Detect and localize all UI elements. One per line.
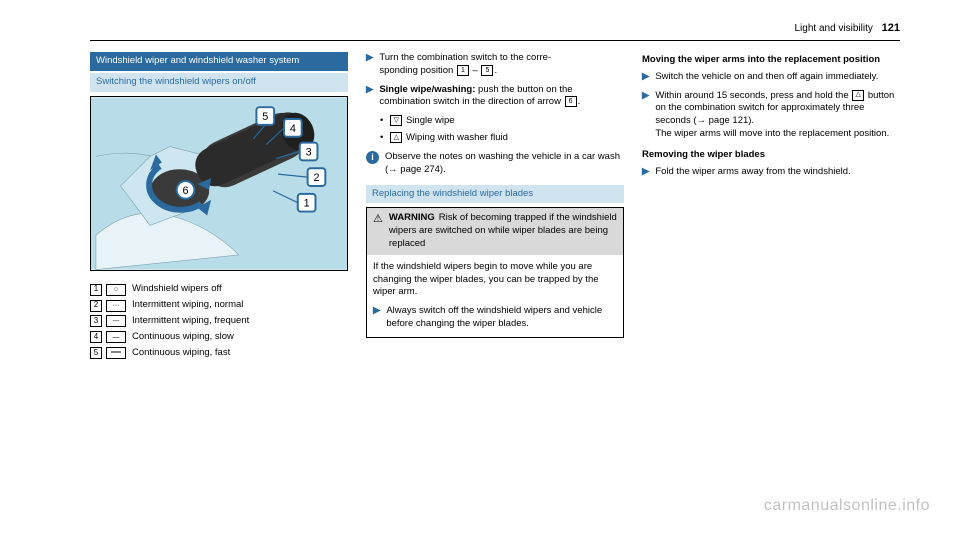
step-fold-arms-text: Fold the wiper arms away from the windsh… bbox=[655, 166, 850, 179]
warning-step-text: Always switch off the windshield wipers … bbox=[386, 305, 617, 331]
step-switch-on-off-text: Switch the vehicle on and then off again… bbox=[655, 71, 878, 84]
legend-text-2: Intermittent wiping, normal bbox=[132, 299, 243, 312]
warning-step: ▶ Always switch off the windshield wiper… bbox=[373, 305, 617, 331]
wipe-up-icon: △ bbox=[390, 132, 402, 143]
page-header: Light and visibility 121 bbox=[794, 22, 900, 34]
section-title-switching: Switching the windshield wipers on/off bbox=[90, 73, 348, 92]
bullet-washer: • △ Wiping with washer fluid bbox=[380, 132, 624, 145]
svg-text:5: 5 bbox=[262, 111, 268, 123]
step-fold-arms: ▶ Fold the wiper arms away from the wind… bbox=[642, 166, 900, 179]
header-rule bbox=[90, 40, 900, 41]
section-title-wiper-system: Windshield wiper and windshield washer s… bbox=[90, 52, 348, 71]
wiper-stalk-diagram: 6 1 2 3 4 5 bbox=[90, 96, 348, 271]
legend-row-5: 5 ══ Continuous wiping, fast bbox=[90, 347, 348, 360]
legend-sym-3: --- bbox=[106, 315, 126, 327]
content-columns: Windshield wiper and windshield washer s… bbox=[90, 52, 900, 363]
legend-text-4: Continuous wiping, slow bbox=[132, 331, 234, 344]
legend-row-1: 1 ○ Windshield wipers off bbox=[90, 283, 348, 296]
legend-text-1: Windshield wipers off bbox=[132, 283, 222, 296]
warning-icon: ⚠ bbox=[373, 212, 383, 250]
bullet-single-wipe: • ▽ Single wipe bbox=[380, 115, 624, 128]
arrow-icon: ▶ bbox=[642, 71, 649, 84]
step-switch-on-off: ▶ Switch the vehicle on and then off aga… bbox=[642, 71, 900, 84]
arrow-icon: ▶ bbox=[373, 305, 380, 331]
legend-sym-4: — bbox=[106, 331, 126, 343]
bullet-dot: • bbox=[380, 115, 383, 128]
step-single-wipe-text: Single wipe/washing: push the button on … bbox=[379, 84, 624, 110]
warning-body-text: If the windshield wipers begin to move w… bbox=[373, 261, 617, 299]
arrow-icon: ▶ bbox=[366, 84, 373, 110]
info-text: Observe the notes on washing the vehicle… bbox=[385, 151, 624, 177]
legend-num-5: 5 bbox=[90, 347, 102, 359]
legend: 1 ○ Windshield wipers off 2 ··· Intermit… bbox=[90, 283, 348, 359]
arrow-icon: ▶ bbox=[642, 166, 649, 179]
warning-body: If the windshield wipers begin to move w… bbox=[367, 255, 623, 337]
ref-box-6: 6 bbox=[565, 96, 577, 107]
page-number: 121 bbox=[882, 22, 900, 34]
svg-text:2: 2 bbox=[313, 172, 319, 184]
step-hold-button: ▶ Within around 15 seconds, press and ho… bbox=[642, 90, 900, 141]
column-1: Windshield wiper and windshield washer s… bbox=[90, 52, 348, 363]
svg-text:1: 1 bbox=[304, 197, 310, 209]
legend-row-4: 4 — Continuous wiping, slow bbox=[90, 331, 348, 344]
step-turn-switch: ▶ Turn the combination switch to the cor… bbox=[366, 52, 624, 78]
legend-sym-5: ══ bbox=[106, 347, 126, 359]
legend-num-2: 2 bbox=[90, 300, 102, 312]
section-name: Light and visibility bbox=[794, 23, 872, 34]
warning-label: WARNING bbox=[389, 212, 435, 223]
section-title-replacing: Replacing the windshield wiper blades bbox=[366, 185, 624, 204]
bullet-dot: • bbox=[380, 132, 383, 145]
wipe-down-icon: ▽ bbox=[390, 115, 402, 126]
legend-num-1: 1 bbox=[90, 284, 102, 296]
step-turn-switch-text: Turn the combination switch to the corre… bbox=[379, 52, 551, 78]
wipe-up-icon: △ bbox=[852, 90, 864, 101]
legend-row-3: 3 --- Intermittent wiping, frequent bbox=[90, 315, 348, 328]
svg-text:4: 4 bbox=[290, 122, 296, 134]
info-carwash: i Observe the notes on washing the vehic… bbox=[366, 151, 624, 177]
watermark: carmanualsonline.info bbox=[764, 497, 930, 515]
legend-row-2: 2 ··· Intermittent wiping, normal bbox=[90, 299, 348, 312]
column-3: Moving the wiper arms into the replaceme… bbox=[642, 52, 900, 363]
warning-box: ⚠ WARNINGRisk of becoming trapped if the… bbox=[366, 207, 624, 338]
warning-header: ⚠ WARNINGRisk of becoming trapped if the… bbox=[367, 208, 623, 254]
svg-text:3: 3 bbox=[306, 146, 312, 158]
manual-page: Light and visibility 121 Windshield wipe… bbox=[0, 0, 960, 533]
legend-num-4: 4 bbox=[90, 331, 102, 343]
legend-sym-1: ○ bbox=[106, 284, 126, 296]
legend-sym-2: ··· bbox=[106, 300, 126, 312]
info-icon: i bbox=[366, 151, 379, 164]
arrow-icon: ▶ bbox=[642, 90, 649, 141]
legend-num-3: 3 bbox=[90, 315, 102, 327]
step-hold-button-text: Within around 15 seconds, press and hold… bbox=[655, 90, 900, 141]
arrow-icon: ▶ bbox=[366, 52, 373, 78]
ref-box-5: 5 bbox=[481, 65, 493, 76]
column-2: ▶ Turn the combination switch to the cor… bbox=[366, 52, 624, 363]
step-single-wipe: ▶ Single wipe/washing: push the button o… bbox=[366, 84, 624, 110]
subhead-move-arms: Moving the wiper arms into the replaceme… bbox=[642, 54, 900, 67]
legend-text-3: Intermittent wiping, frequent bbox=[132, 315, 249, 328]
ref-box-1: 1 bbox=[457, 65, 469, 76]
subhead-removing: Removing the wiper blades bbox=[642, 149, 900, 162]
svg-text:6: 6 bbox=[183, 184, 189, 196]
legend-text-5: Continuous wiping, fast bbox=[132, 347, 230, 360]
